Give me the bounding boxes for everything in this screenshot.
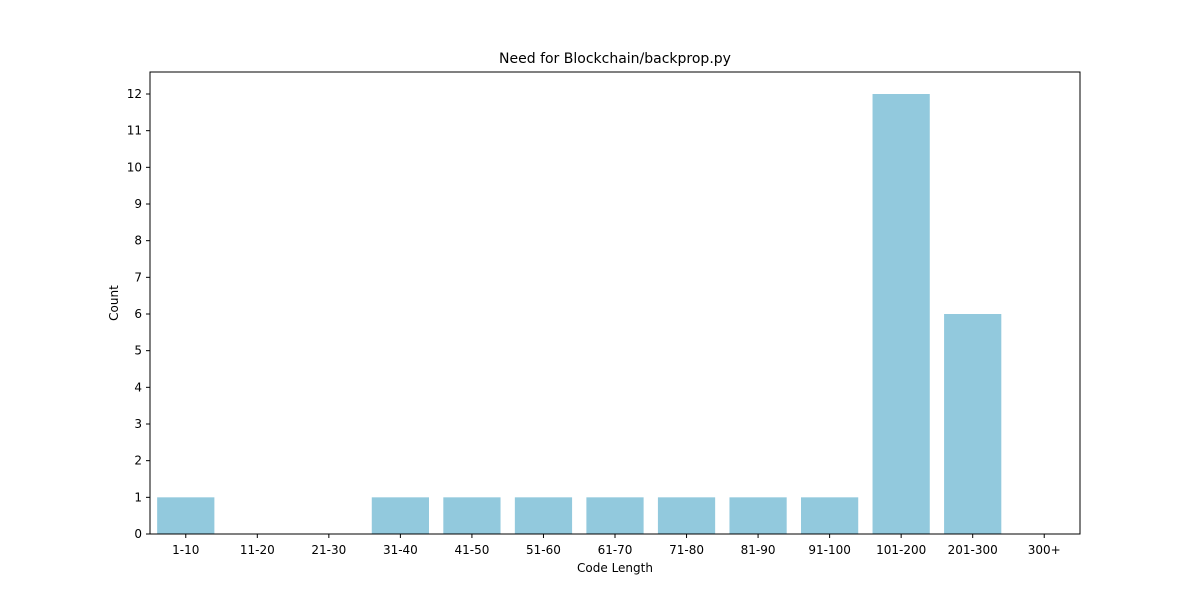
x-tick-label: 41-50 [454, 543, 489, 557]
bars-group [157, 94, 1002, 534]
y-tick-label: 0 [134, 527, 142, 541]
y-tick-label: 10 [127, 160, 142, 174]
bar-101-200 [872, 94, 930, 534]
y-tick-label: 2 [134, 454, 142, 468]
x-tick-label: 81-90 [741, 543, 776, 557]
x-tick-label: 11-20 [240, 543, 275, 557]
x-tick-label: 91-100 [808, 543, 851, 557]
bar-71-80 [657, 497, 716, 534]
y-tick-label: 11 [127, 124, 142, 138]
y-tick-label: 7 [134, 270, 142, 284]
y-tick-label: 3 [134, 417, 142, 431]
y-tick-label: 6 [134, 307, 142, 321]
y-axis-label: Count [107, 285, 121, 321]
x-tick-label: 201-300 [948, 543, 998, 557]
y-tick-label: 1 [134, 490, 142, 504]
x-tick-label: 61-70 [598, 543, 633, 557]
y-tick-label: 12 [127, 87, 142, 101]
bar-91-100 [801, 497, 859, 534]
x-tick-label: 51-60 [526, 543, 561, 557]
bar-1-10 [157, 497, 215, 534]
x-tick-label: 31-40 [383, 543, 418, 557]
plot-frame [149, 71, 1081, 535]
x-tick-label: 21-30 [311, 543, 346, 557]
y-tick-label: 9 [134, 197, 142, 211]
bar-81-90 [729, 497, 787, 534]
bar-31-40 [371, 497, 429, 534]
bar-51-60 [514, 497, 573, 534]
y-tick-label: 4 [134, 380, 142, 394]
x-tick-label: 101-200 [876, 543, 926, 557]
chart-title: Need for Blockchain/backprop.py [499, 51, 731, 67]
y-tick-label: 8 [134, 234, 142, 248]
bar-41-50 [443, 497, 501, 534]
x-axis-label: Code Length [577, 561, 653, 575]
y-tick-label: 5 [134, 344, 142, 358]
bar-61-70 [586, 497, 644, 534]
bar-201-300 [944, 314, 1002, 534]
x-tick-label: 300+ [1028, 543, 1061, 557]
x-axis: 1-10 11-20 21-30 31-40 41-50 51-60 61-70 71-80 8… [172, 534, 1061, 557]
x-tick-label: 71-80 [669, 543, 704, 557]
x-tick-label: 1-10 [172, 543, 199, 557]
